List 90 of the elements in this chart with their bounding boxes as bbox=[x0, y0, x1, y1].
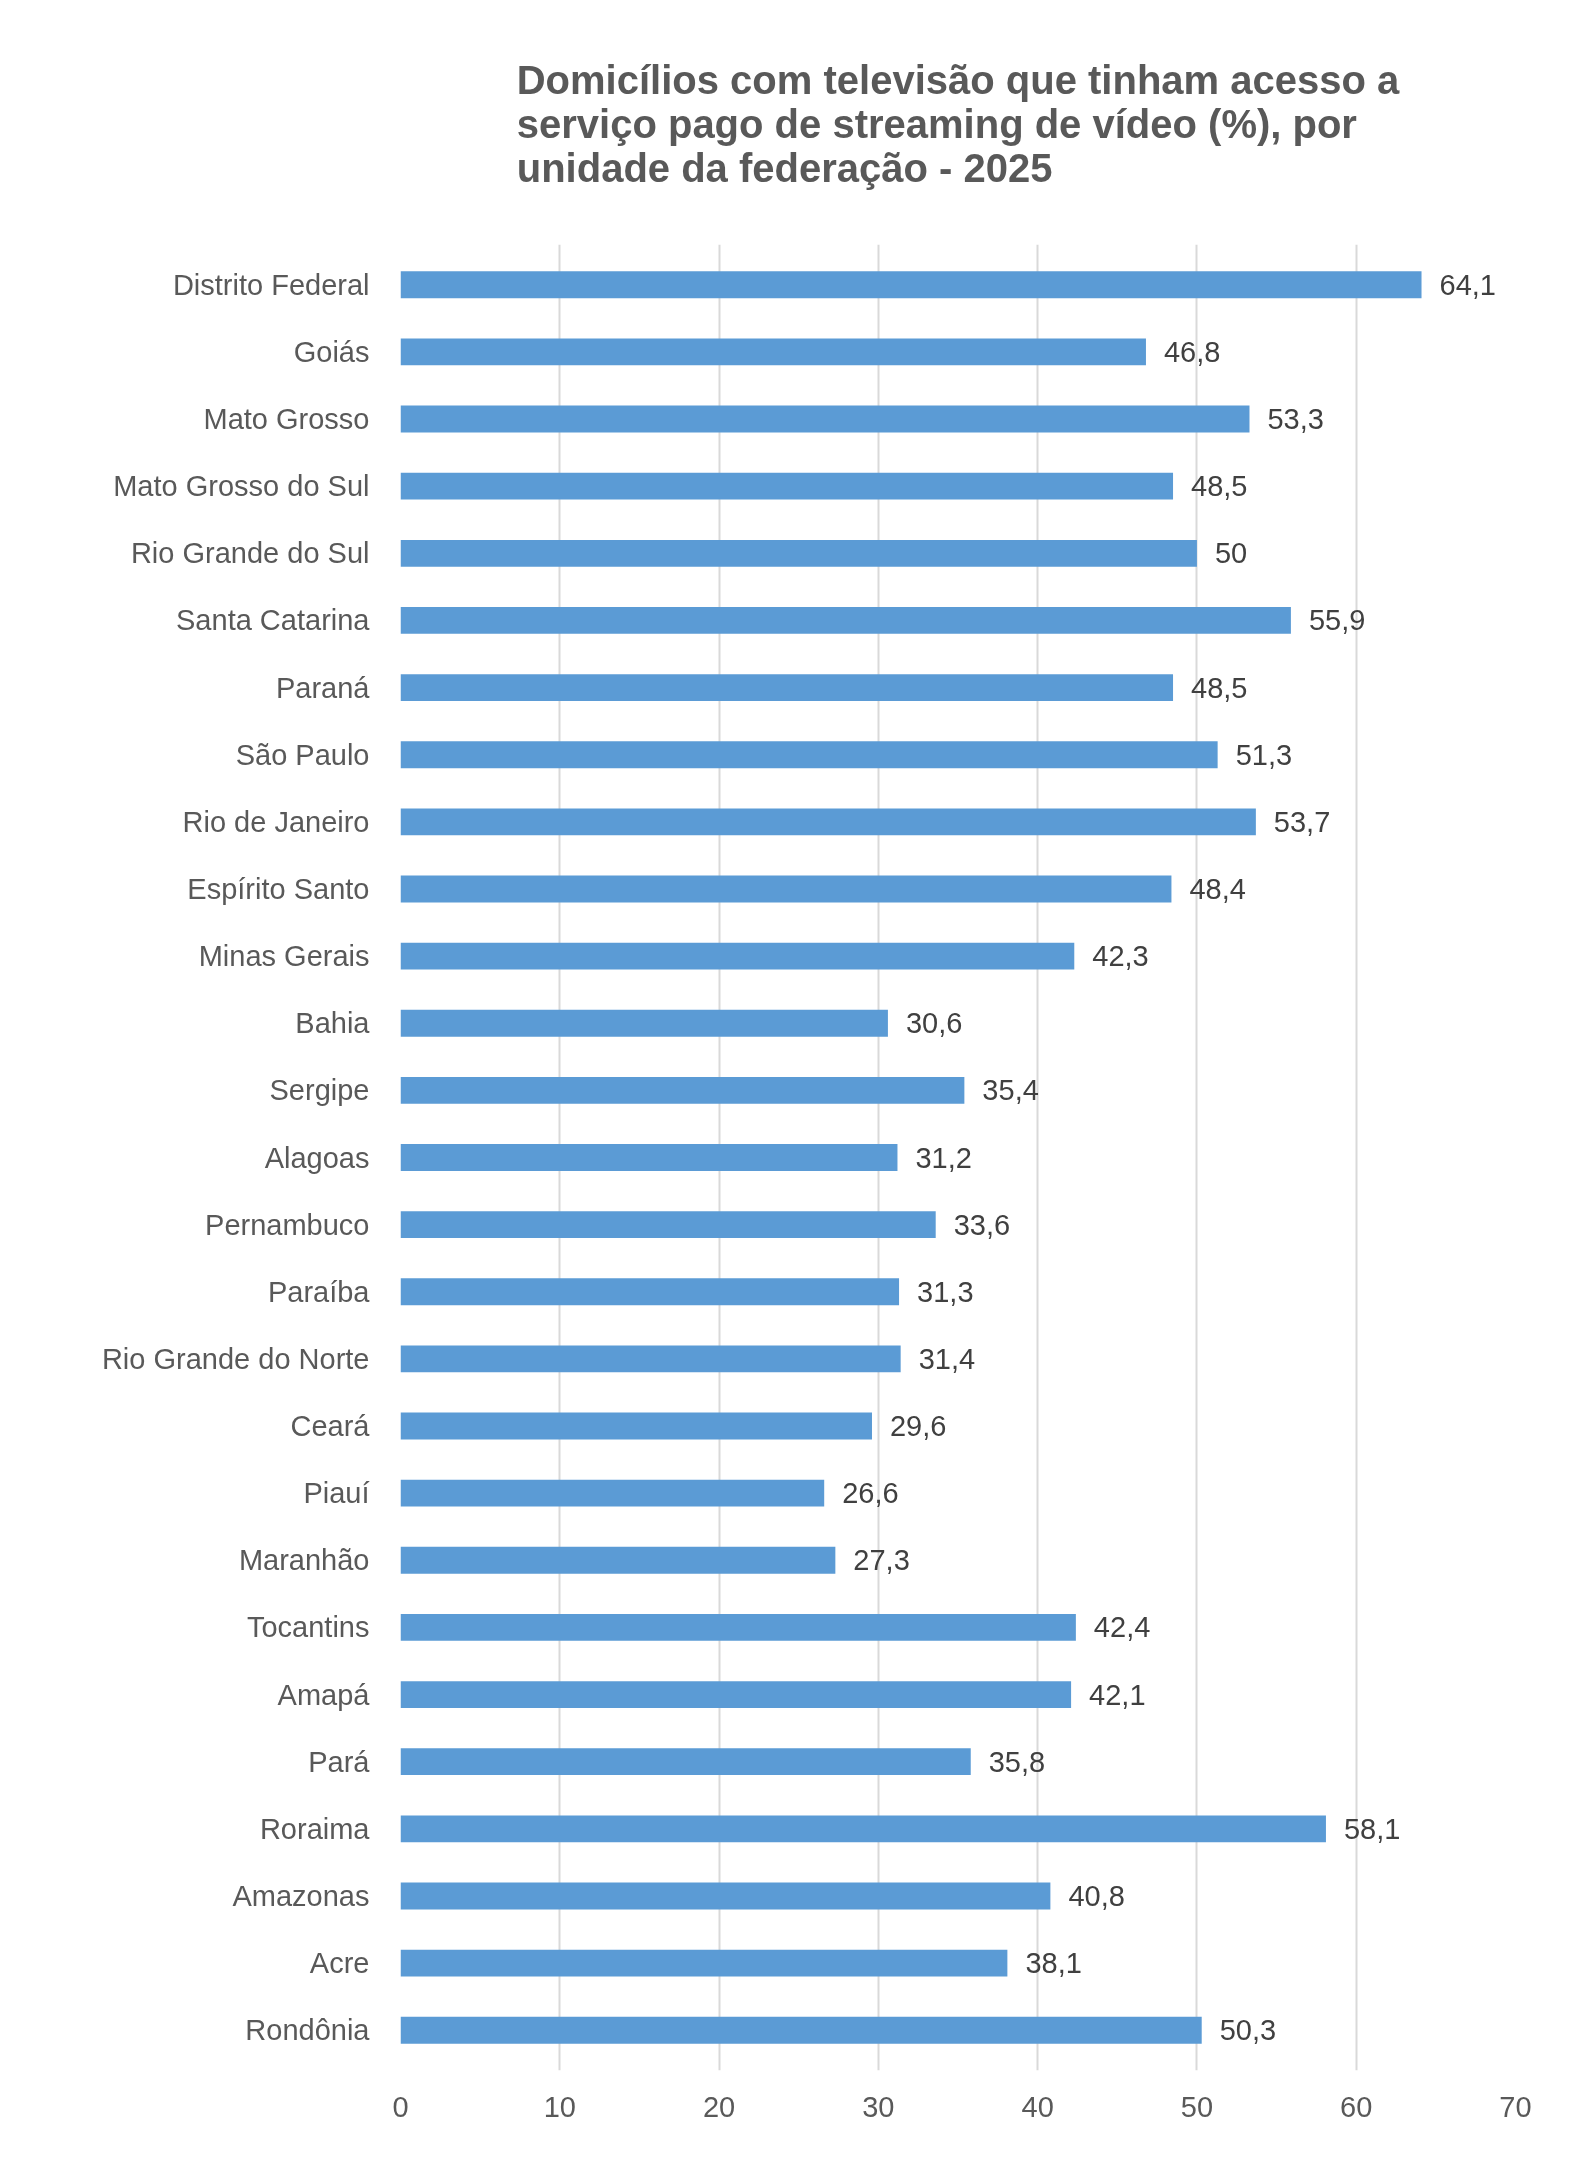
data-label: 51,3 bbox=[1235, 738, 1293, 771]
data-label: 48,5 bbox=[1191, 671, 1248, 704]
y-tick-label: Paraná bbox=[275, 671, 371, 704]
data-label: 29,6 bbox=[889, 1410, 947, 1443]
y-tick-label: Paraíba bbox=[267, 1275, 371, 1308]
bar bbox=[400, 1546, 836, 1574]
bar bbox=[400, 271, 1422, 299]
bar bbox=[400, 2016, 1202, 2044]
y-tick-label: Piauí bbox=[303, 1477, 370, 1510]
data-label: 55,9 bbox=[1308, 604, 1366, 637]
bar bbox=[400, 1278, 900, 1306]
x-tick-label: 60 bbox=[1340, 2090, 1373, 2123]
y-tick-label: Rio de Janeiro bbox=[182, 805, 370, 838]
x-tick-label: 0 bbox=[392, 2090, 409, 2123]
data-label: 48,4 bbox=[1189, 872, 1246, 905]
data-label: 53,3 bbox=[1267, 403, 1324, 436]
y-tick-label: Mato Grosso bbox=[203, 403, 370, 436]
bar bbox=[400, 539, 1197, 567]
bar bbox=[400, 808, 1256, 836]
data-label: 42,1 bbox=[1089, 1678, 1146, 1711]
y-tick-label: Santa Catarina bbox=[176, 604, 371, 637]
data-label: 42,4 bbox=[1093, 1611, 1151, 1644]
y-tick-label: Goiás bbox=[293, 335, 370, 368]
data-label: 53,7 bbox=[1273, 805, 1331, 838]
y-tick-label: Ceará bbox=[290, 1410, 371, 1443]
x-tick-label: 30 bbox=[862, 2090, 895, 2123]
data-label: 50,3 bbox=[1219, 2014, 1277, 2047]
bar bbox=[400, 741, 1218, 769]
y-tick-label: São Paulo bbox=[235, 738, 370, 771]
data-label: 64,1 bbox=[1439, 268, 1496, 301]
x-tick-label: 70 bbox=[1499, 2090, 1532, 2123]
bar bbox=[400, 338, 1146, 366]
bar bbox=[400, 1614, 1076, 1641]
data-label: 33,6 bbox=[953, 1208, 1011, 1241]
data-label: 26,6 bbox=[842, 1477, 899, 1510]
bar bbox=[400, 1479, 825, 1507]
bar bbox=[400, 1211, 936, 1239]
bar bbox=[400, 607, 1291, 634]
y-tick-label: Espírito Santo bbox=[187, 872, 370, 905]
x-tick-label: 50 bbox=[1180, 2090, 1214, 2123]
y-tick-label: Rio Grande do Sul bbox=[130, 537, 370, 570]
data-label: 31,4 bbox=[918, 1342, 976, 1375]
x-tick-label: 10 bbox=[543, 2090, 576, 2123]
data-label: 31,2 bbox=[915, 1141, 972, 1174]
y-tick-label: Mato Grosso do Sul bbox=[113, 470, 370, 503]
y-tick-label: Amapá bbox=[277, 1678, 371, 1711]
y-tick-label: Pernambuco bbox=[205, 1208, 370, 1241]
data-label: 35,4 bbox=[982, 1074, 1039, 1107]
y-tick-label: Alagoas bbox=[264, 1141, 370, 1174]
x-tick-label: 20 bbox=[702, 2090, 736, 2123]
data-label: 30,6 bbox=[905, 1007, 963, 1040]
bar bbox=[400, 1412, 872, 1440]
y-tick-label: Pará bbox=[308, 1745, 371, 1778]
y-tick-label: Acre bbox=[309, 1947, 370, 1980]
data-label: 42,3 bbox=[1092, 940, 1149, 973]
data-label: 58,1 bbox=[1343, 1812, 1401, 1845]
bar bbox=[400, 1815, 1326, 1843]
y-tick-label: Tocantins bbox=[246, 1611, 370, 1644]
y-tick-label: Sergipe bbox=[269, 1074, 370, 1107]
bar bbox=[400, 1345, 901, 1373]
data-label: 35,8 bbox=[988, 1745, 1046, 1778]
bar bbox=[400, 942, 1075, 970]
data-label: 31,3 bbox=[917, 1275, 974, 1308]
bar bbox=[400, 405, 1250, 433]
y-tick-label: Distrito Federal bbox=[172, 268, 370, 301]
bar bbox=[400, 1009, 888, 1037]
chart-title: Domicílios com televisão que tinham acesso a serviço pago de streaming de vídeo (%), por unidade da federação - 2025 bbox=[516, 57, 1401, 190]
bar bbox=[400, 1949, 1008, 1977]
y-tick-label: Maranhão bbox=[238, 1544, 370, 1577]
data-label: 40,8 bbox=[1068, 1879, 1125, 1912]
bar bbox=[400, 1882, 1051, 1910]
y-tick-label: Roraima bbox=[259, 1812, 371, 1845]
bar bbox=[400, 1748, 971, 1776]
bar bbox=[400, 1144, 898, 1171]
y-tick-label: Amazonas bbox=[232, 1879, 370, 1912]
bar bbox=[400, 1681, 1072, 1708]
bar bbox=[400, 1076, 965, 1104]
data-label: 50 bbox=[1214, 537, 1248, 570]
bar bbox=[400, 674, 1174, 701]
data-label: 38,1 bbox=[1025, 1947, 1082, 1980]
data-label: 46,8 bbox=[1163, 335, 1221, 368]
y-tick-label: Minas Gerais bbox=[198, 940, 370, 973]
data-label: 48,5 bbox=[1191, 470, 1248, 503]
y-tick-label: Bahia bbox=[295, 1007, 371, 1040]
y-tick-label: Rondônia bbox=[245, 2014, 371, 2047]
data-label: 27,3 bbox=[853, 1544, 910, 1577]
bar bbox=[400, 472, 1174, 500]
x-tick-label: 40 bbox=[1021, 2090, 1054, 2123]
bar bbox=[400, 875, 1172, 903]
y-tick-label: Rio Grande do Norte bbox=[101, 1342, 370, 1375]
